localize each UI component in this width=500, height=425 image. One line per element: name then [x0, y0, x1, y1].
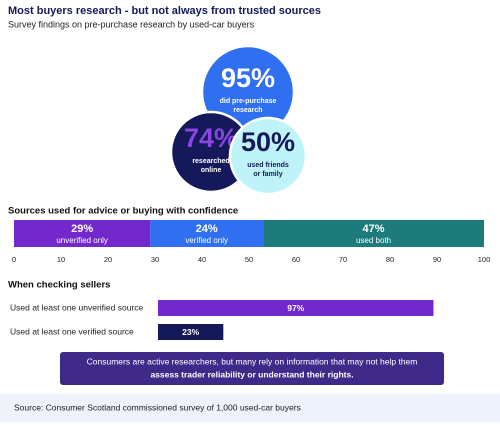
bubble-label: did pre-purchase	[220, 98, 277, 105]
bar	[158, 300, 434, 316]
bubble-label: or family	[253, 171, 282, 178]
bar-segment	[150, 220, 264, 247]
title: Most buyers research - but not always fr…	[8, 5, 321, 17]
segment-value: 29%	[71, 223, 93, 235]
callout-emphasis: assess trader reliability or understand …	[150, 369, 353, 379]
bubble-label: online	[201, 167, 222, 174]
x-tick-label: 60	[292, 255, 300, 264]
x-tick-label: 70	[339, 255, 347, 264]
x-tick-label: 0	[12, 255, 16, 264]
category-label: Used at least one verified source	[10, 326, 134, 336]
x-tick-label: 40	[198, 255, 206, 264]
bubble-label: researched	[192, 158, 229, 165]
callout-text: Consumers are active researchers, but ma…	[87, 356, 418, 366]
segment-label: used both	[356, 236, 391, 245]
segment-label: unverified only	[56, 236, 108, 245]
bar-value: 97%	[287, 303, 304, 313]
x-tick-label: 90	[433, 255, 441, 264]
subtitle: Survey findings on pre-purchase research…	[8, 19, 255, 29]
category-label: Used at least one unverified source	[10, 302, 144, 312]
segment-label: verified only	[185, 236, 228, 245]
section-title: When checking sellers	[8, 280, 110, 291]
segment-value: 47%	[363, 223, 385, 235]
bar-segment	[14, 220, 151, 247]
x-tick-label: 100	[478, 255, 491, 264]
section-title: Sources used for advice or buying with c…	[8, 206, 238, 217]
source: Source: Consumer Scotland commissioned s…	[14, 402, 301, 412]
x-tick-label: 30	[151, 255, 159, 264]
x-tick-label: 10	[57, 255, 65, 264]
bar-value: 23%	[182, 327, 199, 337]
x-tick-label: 20	[104, 255, 112, 264]
bubble-value: 74%	[184, 123, 238, 153]
callout-box	[60, 352, 444, 385]
source-box	[0, 394, 500, 422]
bubble	[228, 116, 308, 196]
bubble-label: used friends	[247, 162, 289, 169]
x-tick-label: 80	[386, 255, 394, 264]
bubble-value: 50%	[241, 127, 295, 157]
bar-segment	[263, 220, 484, 247]
bar	[158, 324, 224, 340]
bubble-value: 95%	[221, 63, 275, 93]
segment-value: 24%	[196, 223, 218, 235]
x-tick-label: 50	[245, 255, 253, 264]
bubble-label: research	[233, 107, 262, 114]
